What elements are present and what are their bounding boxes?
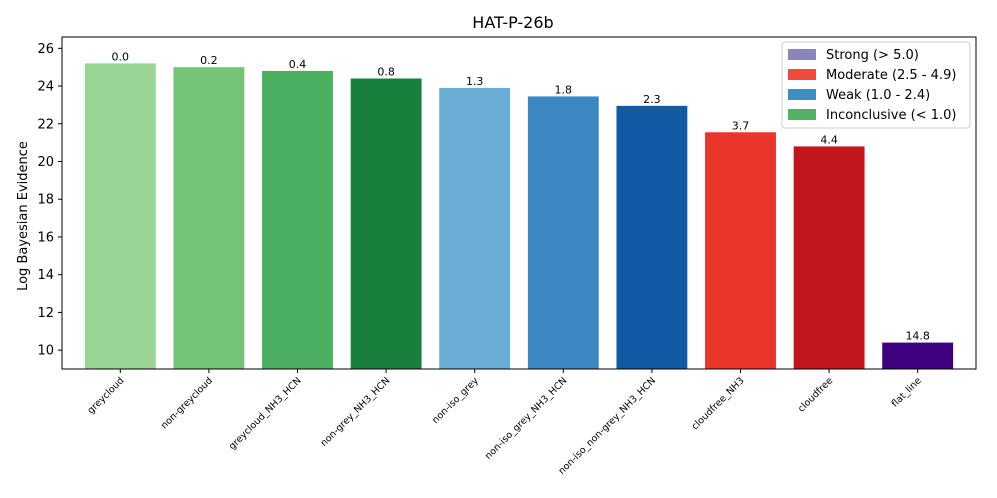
legend-swatch-2 [788,89,816,100]
legend: Strong (> 5.0) Moderate (2.5 - 4.9) Weak (… [781,41,971,129]
value-label-cloudfree_NH3: 3.7 [732,119,750,132]
legend-box [781,41,971,129]
legend-swatch-1 [788,69,816,80]
value-label-non-greycloud: 0.2 [200,54,218,67]
value-label-greycloud_NH3_HCN: 0.4 [289,58,307,71]
bar-flat_line [882,342,954,369]
y-tick-label-22: 22 [37,117,54,132]
x-tick-label-non-grey_NH3_HCN: non-grey_NH3_HCN [319,375,393,449]
y-tick-label-10: 10 [37,344,54,359]
bar-non-iso_non-grey_NH3_HCN [616,105,688,370]
x-tick-label-cloudfree: cloudfree [796,375,835,414]
y-tick-label-24: 24 [37,80,54,95]
bar-non-iso_grey [439,87,511,369]
value-label-greycloud: 0.0 [112,50,130,63]
bar-non-greycloud [173,67,245,369]
y-tick-label-16: 16 [37,230,54,245]
bar-cloudfree_NH3 [705,132,776,369]
y-tick-label-18: 18 [37,193,54,208]
value-label-cloudfree: 4.4 [820,133,838,146]
x-tick-label-non-greycloud: non-greycloud [159,375,215,431]
bar-cloudfree [793,146,865,369]
legend-label-0: Strong (> 5.0) [826,48,919,63]
y-tick-label-26: 26 [37,42,54,57]
legend-label-1: Moderate (2.5 - 4.9) [826,68,956,83]
x-tick-label-non-iso_non-grey_NH3_HCN: non-iso_non-grey_NH3_HCN [556,375,658,477]
plot-frame [61,36,977,370]
x-tick-label-greycloud_NH3_HCN: greycloud_NH3_HCN [227,375,304,452]
x-tick-label-cloudfree_NH3: cloudfree_NH3 [690,375,747,432]
bar-non-iso_grey_NH3_HCN [527,96,599,369]
bar-greycloud_NH3_HCN [262,70,333,370]
y-tick-label-20: 20 [37,155,54,170]
y-tick-label-12: 12 [37,306,54,321]
x-tick-label-greycloud: greycloud [85,375,126,416]
value-label-non-grey_NH3_HCN: 0.8 [377,66,395,79]
bar-greycloud [84,63,156,370]
legend-label-3: Inconclusive (< 1.0) [826,108,956,123]
x-tick-label-non-iso_grey: non-iso_grey [430,375,481,426]
value-label-non-iso_grey: 1.3 [466,75,484,88]
value-label-non-iso_grey_NH3_HCN: 1.8 [555,83,573,96]
value-label-flat_line: 14.8 [905,330,930,343]
x-tick-label-flat_line: flat_line [890,375,924,409]
y-axis-title: Log Bayesian Evidence [16,141,31,291]
chart-title: HAT-P-26b [472,13,553,32]
bar-non-grey_NH3_HCN [350,78,422,369]
legend-swatch-0 [788,49,816,60]
x-tick-label-non-iso_grey_NH3_HCN: non-iso_grey_NH3_HCN [483,375,569,461]
y-tick-label-14: 14 [37,268,54,283]
value-label-non-iso_non-grey_NH3_HCN: 2.3 [643,93,661,106]
legend-label-2: Weak (1.0 - 2.4) [826,88,930,103]
legend-swatch-3 [788,109,816,120]
